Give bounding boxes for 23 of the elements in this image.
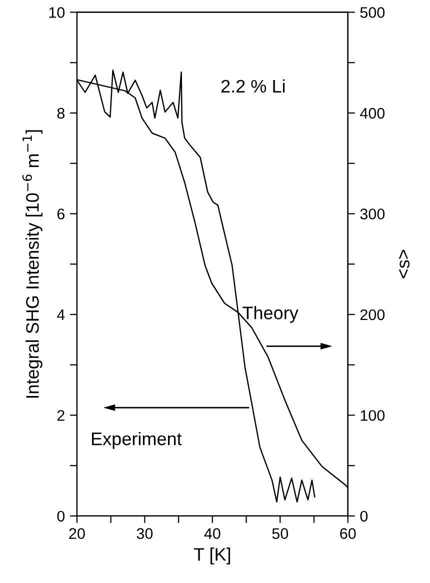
y-tick-label: 6 bbox=[57, 208, 64, 220]
y-tick-label: 4 bbox=[57, 309, 65, 320]
y2-tick-label: 300 bbox=[360, 208, 385, 220]
y2-axis-title: <s> bbox=[398, 250, 410, 278]
x-axis-title: T [K] bbox=[194, 548, 230, 564]
y-axis-title: Integral SHG Intensity [10$^{−6}$ m$^{−1}$] bbox=[22, 130, 42, 398]
x-tick-label: 40 bbox=[204, 528, 220, 539]
annotation: Experiment bbox=[92, 432, 182, 449]
annotation: 2.2 % Li bbox=[221, 79, 285, 93]
y2-tick-label: 200 bbox=[360, 309, 385, 320]
x-tick-label: 50 bbox=[272, 528, 288, 539]
y2-tick-label: 0 bbox=[360, 510, 368, 522]
x-tick-label: 30 bbox=[136, 528, 153, 539]
y-tick-label: 2 bbox=[57, 410, 64, 421]
y2-tick-label: 500 bbox=[360, 7, 385, 18]
y-tick-label: 0 bbox=[57, 510, 65, 522]
y2-tick-label: 100 bbox=[360, 410, 385, 421]
y-tick-label: 10 bbox=[49, 7, 65, 18]
x-tick-label: 60 bbox=[340, 528, 356, 539]
y-tick-label: 8 bbox=[57, 108, 64, 119]
x-tick-label: 20 bbox=[69, 528, 85, 539]
annotation: Theory bbox=[242, 306, 298, 323]
y2-tick-label: 400 bbox=[360, 108, 385, 119]
